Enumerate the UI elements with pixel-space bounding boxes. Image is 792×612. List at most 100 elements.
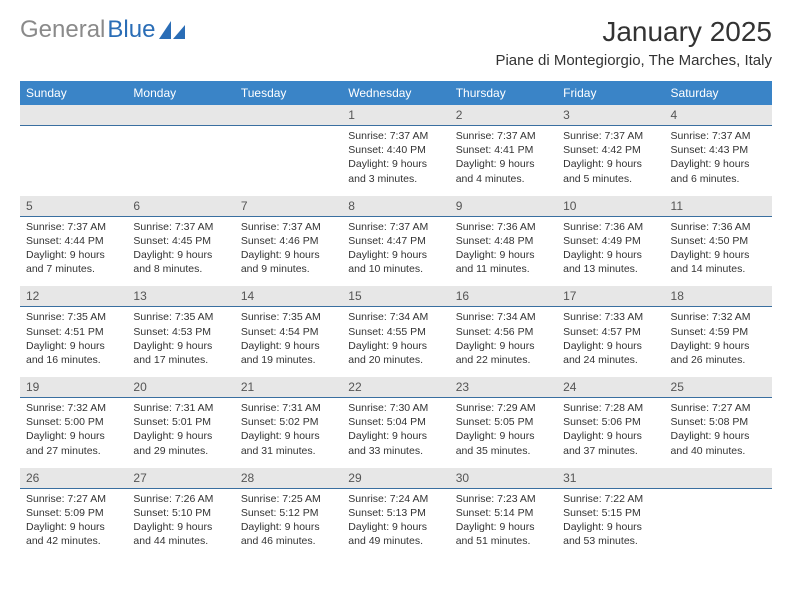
day-body-row: Sunrise: 7:37 AM Sunset: 4:44 PM Daylight:…	[20, 216, 772, 286]
day-cell: Sunrise: 7:37 AMSunset: 4:43 PMDaylight:…	[665, 126, 772, 196]
day-cell: Sunrise: 7:34 AMSunset: 4:56 PMDaylight:…	[450, 307, 557, 377]
daylight-text: and 20 minutes.	[348, 353, 443, 367]
daylight-text: Daylight: 9 hours	[26, 339, 121, 353]
day-cell	[20, 126, 127, 196]
daylight-text: and 35 minutes.	[456, 444, 551, 458]
day-header: Friday	[557, 81, 664, 105]
calendar-table: SundayMondayTuesdayWednesdayThursdayFrid…	[20, 81, 772, 558]
daylight-text: Daylight: 9 hours	[26, 429, 121, 443]
daylight-text: Daylight: 9 hours	[241, 520, 336, 534]
day-number	[235, 105, 342, 126]
day-cell: Sunrise: 7:34 AMSunset: 4:55 PMDaylight:…	[342, 307, 449, 377]
day-number: 20	[127, 377, 234, 398]
day-number: 16	[450, 286, 557, 307]
daylight-text: and 29 minutes.	[133, 444, 228, 458]
day-body-row: Sunrise: 7:35 AMSunset: 4:51 PMDaylight:…	[20, 307, 772, 377]
day-number: 27	[127, 468, 234, 489]
day-cell	[665, 488, 772, 558]
daylight-text: and 53 minutes.	[563, 534, 658, 548]
day-cell: Sunrise: 7:25 AMSunset: 5:12 PMDaylight:…	[235, 488, 342, 558]
daylight-text: and 42 minutes.	[26, 534, 121, 548]
day-number: 2	[450, 105, 557, 126]
daylight-text: Daylight: 9 hours	[671, 157, 766, 171]
day-cell: Sunrise: 7:37 AMSunset: 4:40 PMDaylight:…	[342, 126, 449, 196]
daylight-text: and 9 minutes.	[241, 262, 336, 276]
sunset-text: Sunset: 4:59 PM	[671, 325, 766, 339]
daylight-text: and 14 minutes.	[671, 262, 766, 276]
daylight-text: and 26 minutes.	[671, 353, 766, 367]
day-number: 3	[557, 105, 664, 126]
daylight-text: and 37 minutes.	[563, 444, 658, 458]
day-number	[127, 105, 234, 126]
day-number: 25	[665, 377, 772, 398]
sunset-text: Sunset: 5:12 PM	[241, 506, 336, 520]
month-title: January 2025	[495, 16, 772, 48]
day-number: 17	[557, 286, 664, 307]
daylight-text: Daylight: 9 hours	[456, 520, 551, 534]
day-number: 31	[557, 468, 664, 489]
daylight-text: Daylight: 9 hours	[241, 429, 336, 443]
day-number-row: 567891011	[20, 196, 772, 217]
daylight-text: and 44 minutes.	[133, 534, 228, 548]
day-cell: Sunrise: 7:32 AMSunset: 5:00 PMDaylight:…	[20, 398, 127, 468]
day-cell: Sunrise: 7:37 AMSunset: 4:41 PMDaylight:…	[450, 126, 557, 196]
sunrise-text: Sunrise: 7:34 AM	[456, 310, 551, 324]
daylight-text: Daylight: 9 hours	[133, 429, 228, 443]
sunrise-text: Sunrise: 7:34 AM	[348, 310, 443, 324]
day-header: Thursday	[450, 81, 557, 105]
sunset-text: Sunset: 5:05 PM	[456, 415, 551, 429]
day-cell: Sunrise: 7:36 AMSunset: 4:50 PMDaylight:…	[665, 216, 772, 286]
daylight-text: and 49 minutes.	[348, 534, 443, 548]
sunrise-text: Sunrise: 7:37 AM	[133, 220, 228, 234]
sunrise-text: Sunrise: 7:37 AM	[348, 129, 443, 143]
day-header: Monday	[127, 81, 234, 105]
sunset-text: Sunset: 4:56 PM	[456, 325, 551, 339]
day-number: 11	[665, 196, 772, 217]
logo-text-blue: Blue	[107, 16, 155, 44]
daylight-text: and 7 minutes.	[26, 262, 121, 276]
sunset-text: Sunset: 4:44 PM	[26, 234, 121, 248]
day-number: 15	[342, 286, 449, 307]
daylight-text: and 51 minutes.	[456, 534, 551, 548]
sunrise-text: Sunrise: 7:36 AM	[563, 220, 658, 234]
daylight-text: Daylight: 9 hours	[348, 248, 443, 262]
day-number: 26	[20, 468, 127, 489]
sunset-text: Sunset: 4:55 PM	[348, 325, 443, 339]
daylight-text: Daylight: 9 hours	[133, 248, 228, 262]
day-number	[665, 468, 772, 489]
sunrise-text: Sunrise: 7:22 AM	[563, 492, 658, 506]
sunset-text: Sunset: 4:49 PM	[563, 234, 658, 248]
day-number	[20, 105, 127, 126]
daylight-text: and 33 minutes.	[348, 444, 443, 458]
sunset-text: Sunset: 5:04 PM	[348, 415, 443, 429]
sunset-text: Sunset: 4:51 PM	[26, 325, 121, 339]
day-cell: Sunrise: 7:36 AMSunset: 4:48 PMDaylight:…	[450, 216, 557, 286]
sunrise-text: Sunrise: 7:31 AM	[241, 401, 336, 415]
day-cell: Sunrise: 7:37 AMSunset: 4:45 PMDaylight:…	[127, 216, 234, 286]
day-number-row: 12131415161718	[20, 286, 772, 307]
day-cell: Sunrise: 7:32 AMSunset: 4:59 PMDaylight:…	[665, 307, 772, 377]
sunrise-text: Sunrise: 7:24 AM	[348, 492, 443, 506]
daylight-text: Daylight: 9 hours	[456, 157, 551, 171]
sunset-text: Sunset: 4:40 PM	[348, 143, 443, 157]
sunrise-text: Sunrise: 7:37 AM	[348, 220, 443, 234]
sunrise-text: Sunrise: 7:37 AM	[563, 129, 658, 143]
day-number: 8	[342, 196, 449, 217]
day-header: Saturday	[665, 81, 772, 105]
sunset-text: Sunset: 4:57 PM	[563, 325, 658, 339]
day-cell: Sunrise: 7:36 AMSunset: 4:49 PMDaylight:…	[557, 216, 664, 286]
sunset-text: Sunset: 4:46 PM	[241, 234, 336, 248]
sunrise-text: Sunrise: 7:31 AM	[133, 401, 228, 415]
day-body-row: Sunrise: 7:27 AMSunset: 5:09 PMDaylight:…	[20, 488, 772, 558]
sunset-text: Sunset: 4:43 PM	[671, 143, 766, 157]
sunrise-text: Sunrise: 7:32 AM	[671, 310, 766, 324]
daylight-text: Daylight: 9 hours	[348, 429, 443, 443]
sail-icon	[159, 21, 185, 39]
sunrise-text: Sunrise: 7:27 AM	[26, 492, 121, 506]
day-number-row: 19202122232425	[20, 377, 772, 398]
daylight-text: and 13 minutes.	[563, 262, 658, 276]
day-number: 29	[342, 468, 449, 489]
day-number: 6	[127, 196, 234, 217]
day-cell: Sunrise: 7:23 AMSunset: 5:14 PMDaylight:…	[450, 488, 557, 558]
daylight-text: Daylight: 9 hours	[563, 520, 658, 534]
